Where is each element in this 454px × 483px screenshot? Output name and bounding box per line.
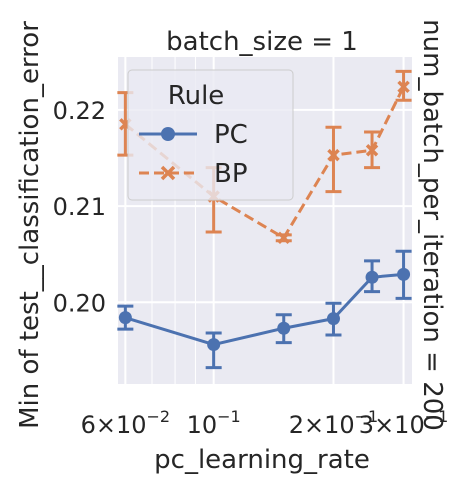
- y-axis-label: Min of test__classification_error: [15, 21, 45, 429]
- y-tick-labels: 0.20 0.21 0.22: [53, 97, 106, 317]
- legend-pc-marker: [161, 127, 175, 141]
- legend-bp-label: BP: [214, 159, 248, 189]
- data-point-pc: [207, 338, 220, 351]
- legend: Rule PC BP: [128, 70, 293, 200]
- x-tick-label: 6×10−2: [81, 407, 171, 439]
- y-tick-label: 0.22: [53, 97, 106, 125]
- data-point-pc: [327, 312, 340, 325]
- data-point-pc: [366, 271, 379, 284]
- x-tick-label: 10−1: [187, 407, 241, 439]
- data-point-pc: [397, 268, 410, 281]
- y-tick-label: 0.21: [53, 193, 106, 221]
- data-point-pc: [277, 322, 290, 335]
- y-tick-label: 0.20: [53, 289, 106, 317]
- x-tick-labels: 6×10−2 10−1 2×10−13×10−1: [81, 407, 449, 439]
- facet-row-label: num_batch_per_iteration = 200: [417, 19, 447, 431]
- chart-title: batch_size = 1: [166, 27, 358, 57]
- x-axis-label: pc_learning_rate: [154, 445, 370, 475]
- legend-pc-label: PC: [214, 120, 248, 150]
- data-point-pc: [119, 311, 132, 324]
- legend-title: Rule: [168, 81, 225, 111]
